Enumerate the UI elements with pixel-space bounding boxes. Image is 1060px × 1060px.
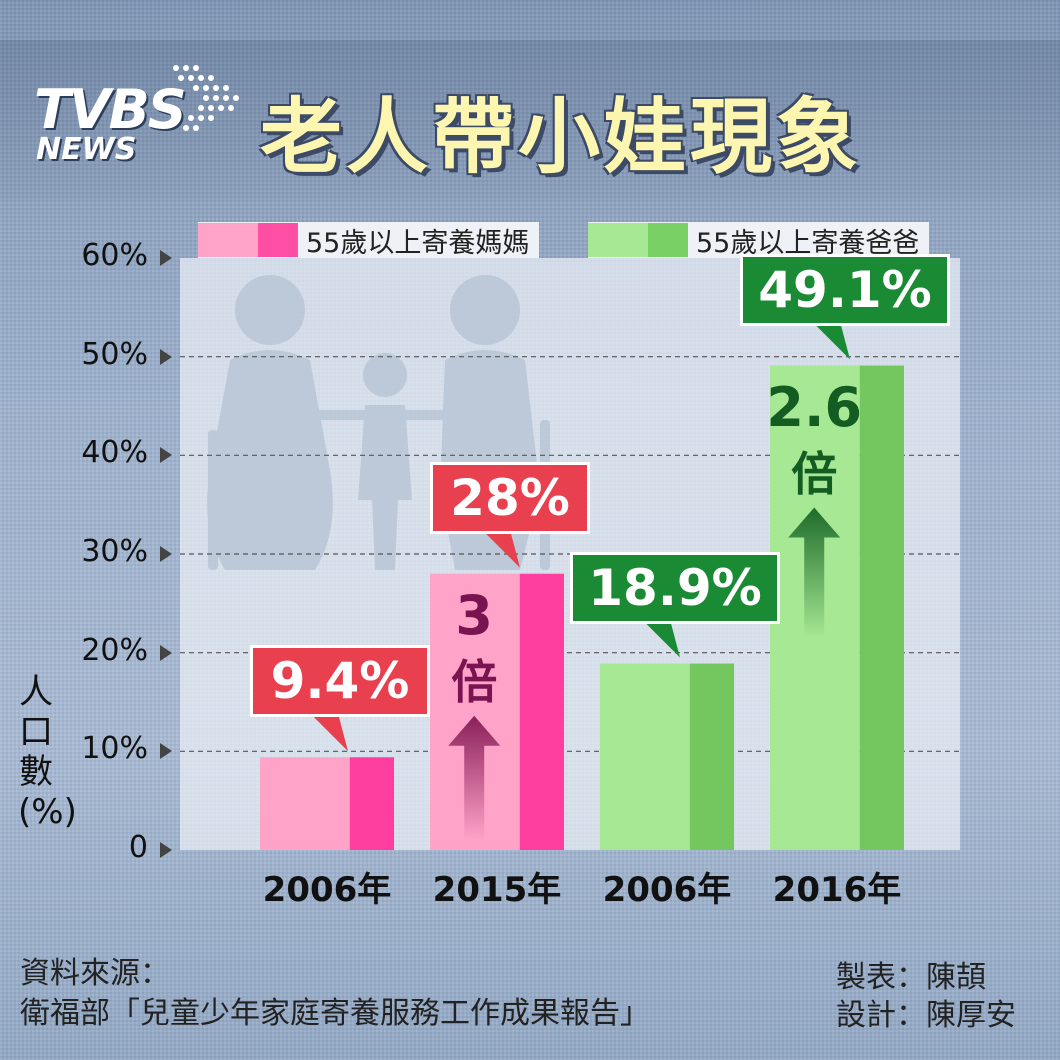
bar-side-face bbox=[859, 365, 904, 850]
y-tick-label: 30% bbox=[81, 534, 148, 569]
data-label: 49.1% bbox=[740, 253, 950, 326]
y-tick-label: 40% bbox=[81, 435, 148, 471]
data-label-pointer bbox=[482, 529, 520, 568]
designer-credit: 設計：陳厚安 bbox=[836, 998, 1016, 1033]
logo-news-text: NEWS bbox=[36, 132, 137, 167]
legend-swatch-father bbox=[588, 223, 688, 257]
y-tick-label: 50% bbox=[81, 336, 148, 372]
bar-side-face bbox=[349, 757, 394, 850]
y-tick-label: 10% bbox=[81, 731, 148, 767]
y-tick-arrow-icon bbox=[160, 743, 172, 760]
bar-front-face bbox=[260, 757, 350, 850]
y-tick-arrow-icon bbox=[160, 546, 172, 562]
bar-front-face bbox=[600, 663, 690, 850]
tvbs-news-logo: TVBS NEWS bbox=[28, 65, 239, 168]
source-label: 資料來源： bbox=[20, 956, 170, 991]
y-tick-label: 20% bbox=[81, 632, 148, 668]
legend-item-mother: 55歲以上寄養媽媽 bbox=[198, 222, 540, 259]
y-tick-arrow-icon bbox=[160, 842, 172, 858]
x-tick-label: 2006年 bbox=[602, 870, 732, 910]
logo-dots-icon bbox=[173, 65, 239, 131]
legend-item-father: 55歲以上寄養爸爸 bbox=[588, 222, 930, 259]
data-label: 28% bbox=[430, 461, 590, 534]
data-label-pointer bbox=[812, 321, 850, 360]
x-tick-label: 2016年 bbox=[772, 870, 902, 910]
y-tick-arrow-icon bbox=[160, 644, 172, 661]
logo-tvbs-text: TVBS bbox=[34, 78, 187, 141]
data-label-pointer bbox=[310, 713, 348, 752]
y-tick-label: 60% bbox=[81, 238, 148, 273]
bar-side-face bbox=[689, 663, 734, 850]
data-label: 18.9% bbox=[570, 551, 780, 624]
legend-label-father: 55歲以上寄養爸爸 bbox=[696, 227, 920, 259]
y-tick-arrow-icon bbox=[160, 348, 172, 365]
data-label-pointer bbox=[642, 619, 680, 658]
y-tick-label: 0 bbox=[128, 830, 148, 865]
y-tick-arrow-icon bbox=[160, 447, 172, 464]
up-arrow-icon bbox=[788, 507, 841, 638]
bar-side-face bbox=[519, 573, 564, 850]
legend-label-mother: 55歲以上寄養媽媽 bbox=[306, 227, 530, 259]
legend-swatch-mother bbox=[198, 223, 298, 257]
data-label: 9.4% bbox=[250, 645, 430, 718]
source-text: 衛福部「兒童少年家庭寄養服務工作成果報告」 bbox=[20, 996, 650, 1031]
multiplier-number: 3 bbox=[455, 583, 493, 647]
y-tick-arrow-icon bbox=[160, 250, 172, 266]
up-arrow-icon bbox=[448, 715, 501, 840]
multiplier-number: 2.6 bbox=[766, 375, 863, 439]
x-tick-label: 2015年 bbox=[432, 870, 562, 910]
multiplier-unit: 倍 bbox=[451, 654, 498, 709]
x-tick-label: 2006年 bbox=[262, 870, 392, 910]
multiplier-unit: 倍 bbox=[791, 446, 838, 501]
producer-credit: 製表：陳頡 bbox=[836, 960, 986, 995]
page-title: 老人帶小娃現象 bbox=[260, 90, 863, 185]
